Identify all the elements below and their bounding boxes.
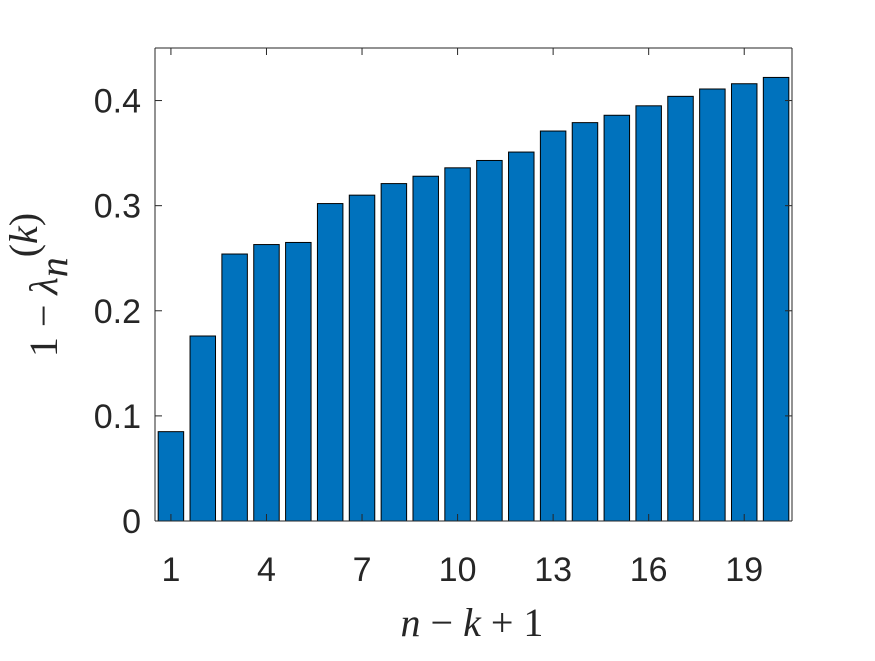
axes-group: [154, 47, 793, 522]
bar-18: [699, 88, 726, 522]
bar-10: [444, 167, 471, 522]
x-tick-label: 16: [630, 551, 668, 589]
y-tick-label: 0.2: [94, 293, 141, 331]
bar-12: [508, 151, 535, 522]
x-tick-label: 7: [353, 551, 372, 589]
bar-20: [762, 76, 790, 522]
bar-6: [316, 203, 344, 522]
x-axis-label: n − k + 1: [401, 600, 544, 645]
y-axis-label: 1 − λn(k): [1, 213, 76, 357]
bar-15: [603, 114, 631, 522]
x-tick-label: 19: [725, 551, 763, 589]
bar-2: [189, 335, 217, 522]
bar-11: [476, 159, 503, 522]
bar-8: [380, 183, 408, 522]
axis-labels-group: n − k + 1 1 − λn(k): [1, 213, 543, 645]
bar-5: [285, 241, 312, 522]
y-tick-label: 0.1: [94, 398, 141, 436]
x-tick-label: 10: [439, 551, 477, 589]
bar-7: [348, 194, 376, 522]
x-tick-label: 13: [534, 551, 572, 589]
y-tick-label: 0.3: [94, 188, 141, 226]
bars-group: [157, 76, 790, 522]
bar-14: [571, 122, 599, 522]
y-tick-label: 0: [122, 503, 141, 541]
bar-1: [157, 431, 185, 522]
x-tick-label: 4: [257, 551, 276, 589]
bar-4: [253, 244, 280, 522]
bar-9: [412, 175, 439, 522]
y-tick-label: 0.4: [94, 83, 141, 121]
bar-19: [730, 83, 758, 522]
x-tick-label: 1: [161, 551, 180, 589]
bar-17: [667, 95, 694, 522]
bar-13: [539, 130, 567, 522]
ticks-group: 0 0.1 0.2 0.3 0.4 1 4 7 10 13 16 19: [94, 48, 792, 589]
bar-3: [221, 253, 248, 522]
bar-16: [635, 105, 662, 522]
